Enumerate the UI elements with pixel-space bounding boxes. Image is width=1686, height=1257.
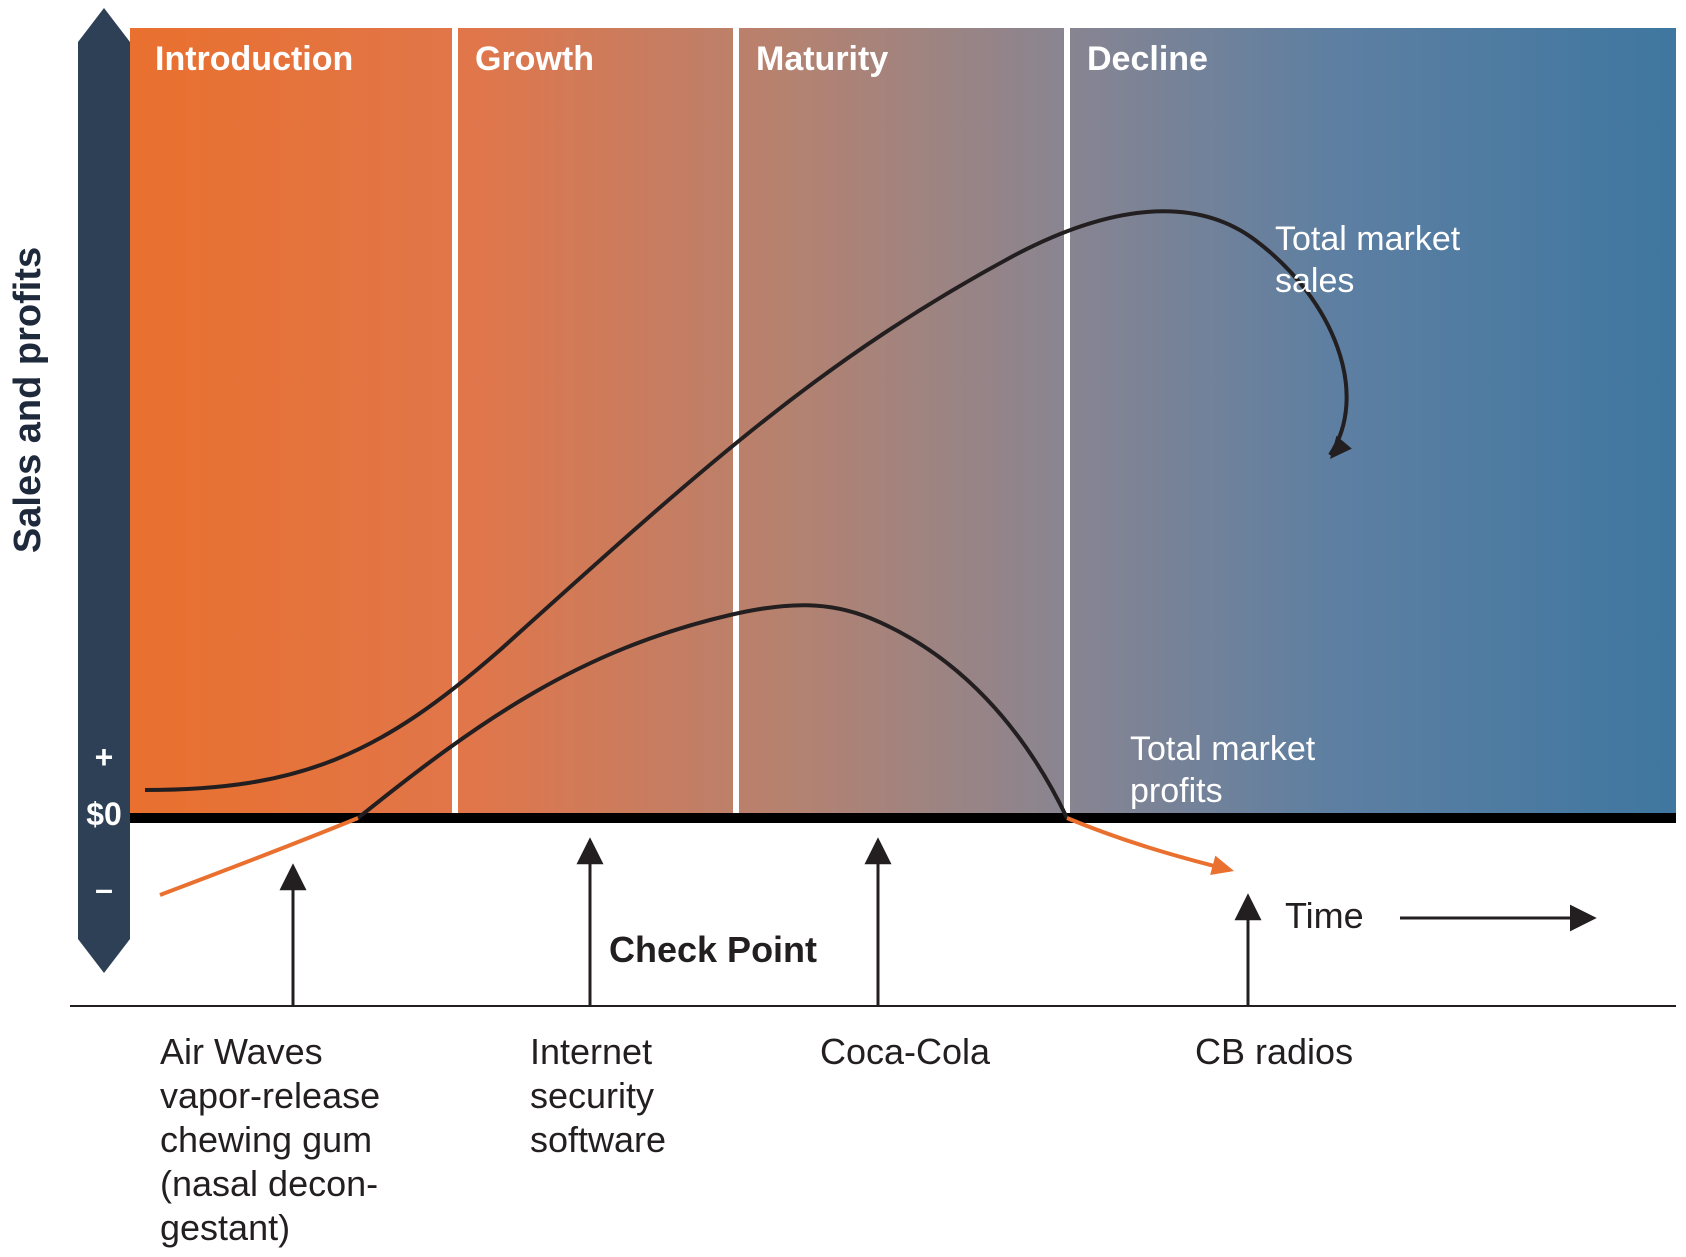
phase-label: Growth bbox=[475, 40, 594, 78]
chart-background bbox=[130, 28, 1676, 818]
phase-label: Introduction bbox=[155, 40, 353, 78]
time-label: Time bbox=[1285, 895, 1364, 936]
examples-group: Air Wavesvapor-releasechewing gum(nasal … bbox=[160, 844, 1353, 1248]
example-label: CB radios bbox=[1195, 1031, 1353, 1072]
example-label: Internetsecuritysoftware bbox=[530, 1031, 666, 1160]
example-label: Coca-Cola bbox=[820, 1031, 991, 1072]
phase-label: Decline bbox=[1087, 40, 1208, 78]
example-label: Air Wavesvapor-releasechewing gum(nasal … bbox=[160, 1031, 380, 1248]
profits-curve-arrow bbox=[1210, 856, 1234, 875]
check-point-label: Check Point bbox=[609, 929, 817, 970]
phase-label: Maturity bbox=[756, 40, 888, 78]
profits-curve-lower bbox=[160, 818, 1230, 895]
y-minus: – bbox=[95, 871, 113, 907]
y-plus: + bbox=[95, 739, 114, 775]
y-axis-label: Sales and profits bbox=[7, 247, 49, 553]
y-zero: $0 bbox=[86, 796, 122, 832]
